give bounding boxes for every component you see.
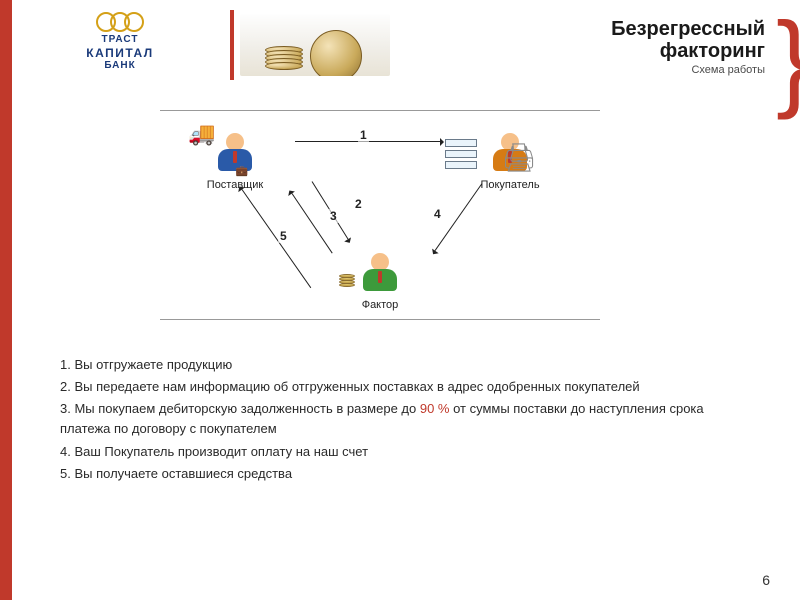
step-5: 5. Вы получаете оставшиеся средства — [60, 464, 740, 484]
factoring-flowchart: 🚚 💼 Поставщик 🖨 Покупатель Фактор 1 2 3 … — [160, 110, 600, 320]
node-supplier: 🚚 💼 Поставщик — [190, 133, 280, 191]
factor-person-icon — [359, 253, 401, 295]
title-main-2: факторинг — [611, 40, 765, 62]
bank-logo: ТРАСТ КАПИТАЛ БАНК — [80, 12, 160, 72]
factor-label: Фактор — [335, 299, 425, 311]
node-buyer: 🖨 Покупатель — [460, 133, 560, 191]
step-4: 4. Ваш Покупатель производит оплату на н… — [60, 442, 740, 462]
truck-icon: 🚚 — [188, 121, 215, 147]
logo-line2: КАПИТАЛ — [80, 46, 160, 60]
coins-small-icon — [339, 275, 355, 287]
left-accent-bar — [0, 0, 12, 600]
title-sub: Схема работы — [611, 64, 765, 76]
arrow-5 — [242, 189, 312, 288]
arrow-2-label: 2 — [353, 197, 364, 211]
shelf-icon — [445, 139, 477, 173]
header-image — [230, 10, 390, 80]
briefcase-icon: 💼 — [236, 166, 248, 177]
title-main-1: Безрегрессный — [611, 18, 765, 40]
page-number: 6 — [762, 572, 770, 588]
arrow-3 — [292, 193, 333, 253]
logo-line1: ТРАСТ — [80, 34, 160, 46]
coins-photo-icon — [240, 14, 390, 76]
steps-list: 1. Вы отгружаете продукцию 2. Вы передае… — [60, 355, 740, 486]
step-1: 1. Вы отгружаете продукцию — [60, 355, 740, 375]
step-3-percent: 90 % — [420, 401, 450, 416]
right-bracket-decor: } — [776, 15, 794, 105]
logo-text: ТРАСТ КАПИТАЛ БАНК — [80, 34, 160, 72]
arrow-3-label: 3 — [328, 209, 339, 223]
node-factor: Фактор — [335, 253, 425, 311]
buyer-label: Покупатель — [460, 179, 560, 191]
arrow-4-label: 4 — [432, 207, 443, 221]
supplier-person-icon: 🚚 💼 — [214, 133, 256, 175]
step-3: 3. Мы покупаем дебиторскую задолженность… — [60, 399, 740, 439]
arrow-5-label: 5 — [278, 229, 289, 243]
step-3a: 3. Мы покупаем дебиторскую задолженность… — [60, 401, 420, 416]
buyer-person-icon: 🖨 — [489, 133, 531, 175]
step-2: 2. Вы передаете нам информацию об отгруж… — [60, 377, 740, 397]
printer-icon: 🖨 — [501, 141, 537, 174]
logo-rings-icon — [80, 12, 160, 32]
arrow-1-label: 1 — [358, 128, 369, 142]
slide-title: Безрегрессный факторинг Схема работы — [611, 18, 765, 76]
logo-line3: БАНК — [80, 60, 160, 72]
